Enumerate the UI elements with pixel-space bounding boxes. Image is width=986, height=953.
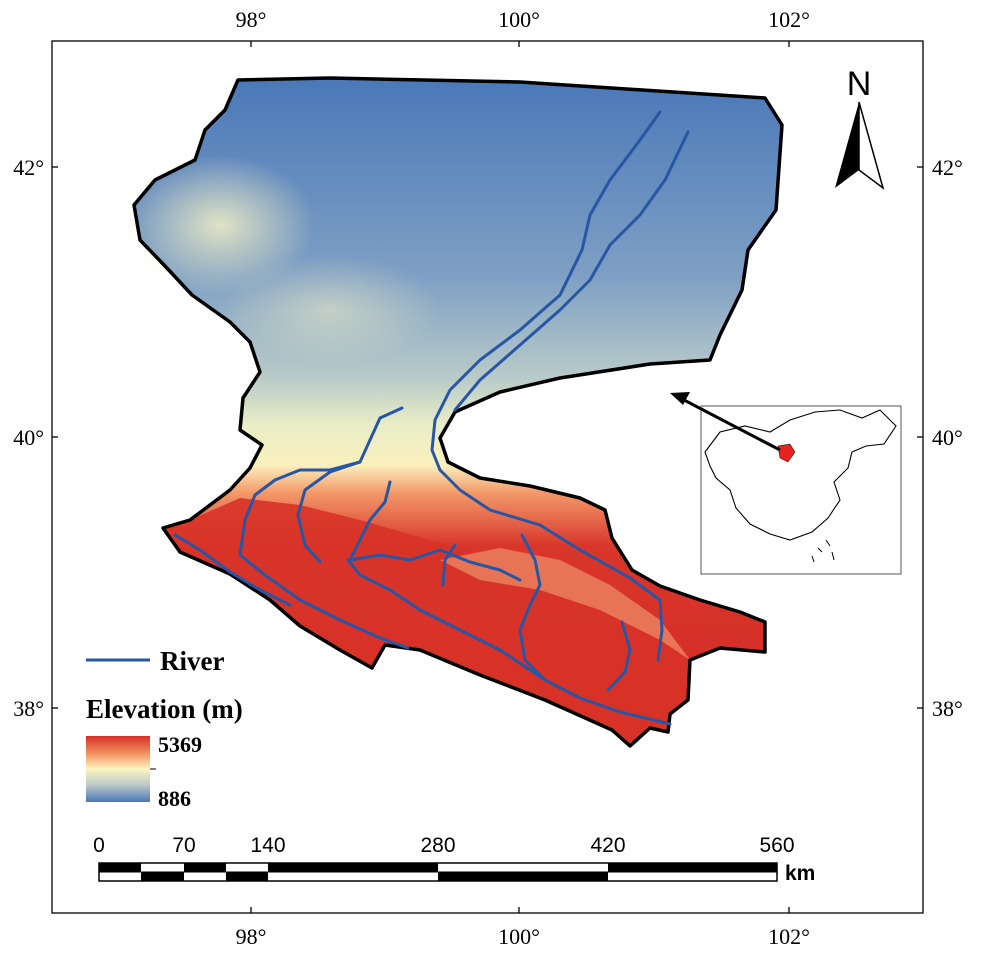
inset-study-area-marker — [777, 443, 796, 463]
river-west-3 — [348, 480, 392, 562]
river-southwest — [173, 533, 292, 607]
lon-label-top-98: 98° — [236, 7, 267, 32]
inset-leader-arrow — [670, 392, 781, 452]
pale-lowland-overlay — [125, 155, 315, 295]
china-outline-icon — [704, 409, 897, 541]
river-network — [173, 110, 690, 726]
mid-mountain-band — [440, 548, 690, 660]
lat-label-right-42: 42° — [932, 155, 963, 180]
scale-label-140: 140 — [250, 834, 285, 857]
lon-label-bottom-98: 98° — [236, 924, 267, 949]
frame-ticks — [52, 41, 923, 913]
scale-label-0: 0 — [93, 834, 105, 857]
high-mountain-band — [163, 498, 690, 746]
lat-label-right-40: 40° — [932, 425, 963, 450]
lon-label-top-100: 100° — [498, 7, 540, 32]
north-label: N — [847, 65, 872, 103]
lat-label-right-38: 38° — [932, 696, 963, 721]
legend-elevation-max: 5369 — [158, 732, 202, 757]
river-west-2 — [296, 460, 362, 564]
scale-label-560: 560 — [759, 834, 794, 857]
lat-label-left-38: 38° — [13, 696, 44, 721]
river-east-2 — [441, 543, 457, 587]
river-main-east — [453, 130, 690, 412]
elevation-color-ramp — [86, 736, 150, 802]
basin-boundary — [132, 76, 784, 748]
legend-river-label: River — [160, 646, 224, 676]
inset-islands — [811, 539, 835, 563]
river-central — [346, 558, 672, 726]
lat-label-left-42: 42° — [13, 155, 44, 180]
river-central-2 — [348, 548, 522, 582]
north-arrow-icon: N — [835, 65, 885, 190]
map-frame — [51, 40, 924, 914]
pale-lowland-overlay-2 — [220, 255, 440, 365]
scale-bar — [98, 862, 778, 882]
river-east-1 — [518, 533, 547, 682]
lat-label-left-40: 40° — [13, 425, 44, 450]
legend-elevation-min: 886 — [158, 786, 191, 811]
scale-label-280: 280 — [420, 834, 455, 857]
river-west-1 — [238, 406, 410, 650]
lon-label-bottom-100: 100° — [498, 924, 540, 949]
legend-elevation-title: Elevation (m) — [86, 694, 243, 724]
river-east-3 — [606, 620, 632, 692]
scale-label-70: 70 — [172, 834, 195, 857]
lon-label-bottom-102: 102° — [768, 924, 810, 949]
lon-label-top-102: 102° — [768, 7, 810, 32]
scale-unit: km — [785, 862, 815, 885]
river-lower-main — [438, 468, 664, 662]
scale-label-420: 420 — [590, 834, 625, 857]
river-main-west — [430, 110, 662, 472]
locator-inset — [700, 405, 902, 575]
